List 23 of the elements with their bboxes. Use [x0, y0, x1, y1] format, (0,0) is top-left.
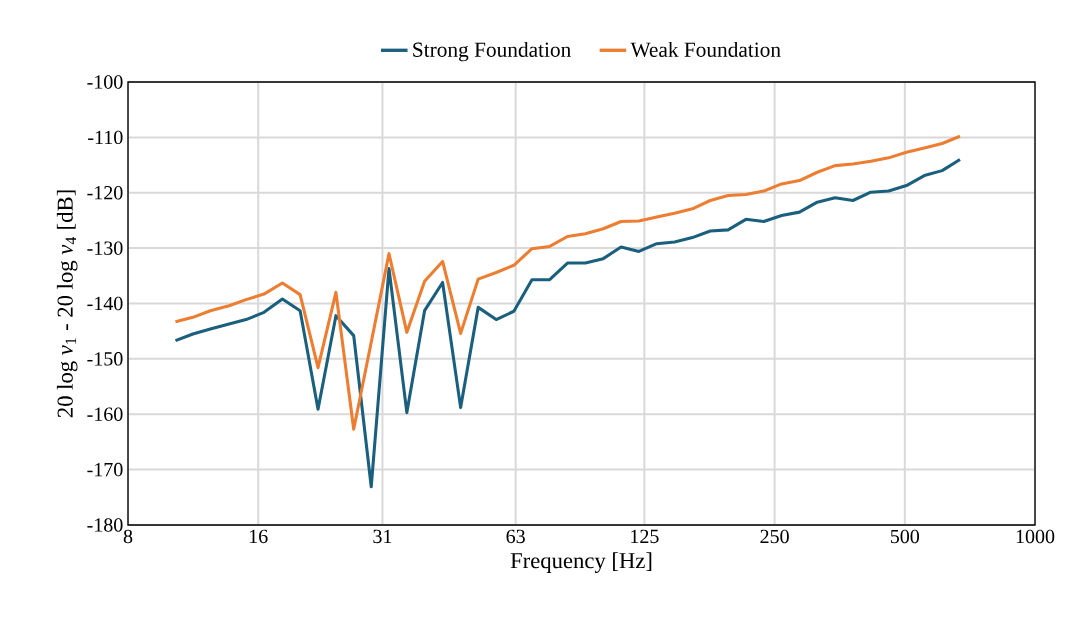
legend-label: Weak Foundation [630, 41, 781, 58]
y-tick-label: -180 [87, 518, 123, 532]
x-tick-label: 8 [123, 529, 133, 544]
x-tick-label: 1000 [1016, 529, 1055, 544]
x-tick-label: 250 [760, 529, 789, 544]
legend-label: Strong Foundation [413, 41, 571, 62]
y-tick-label: -120 [87, 186, 123, 200]
y-tick-label: -160 [87, 407, 123, 421]
line-series [173, 134, 962, 431]
line-series [173, 157, 962, 489]
x-tick-label: 63 [506, 529, 525, 544]
y-tick-label: -170 [87, 462, 123, 477]
y-tick-label: -130 [87, 241, 123, 255]
x-tick-label: 31 [373, 529, 392, 544]
y-tick-label: -140 [87, 296, 123, 311]
y-tick-label: -110 [88, 130, 123, 145]
y-tick-label: -100 [87, 75, 123, 89]
x-tick-label: 16 [249, 529, 268, 544]
y-axis-title: 20 log v$_{1}$ - 20 log v$_{4}$ [dB] [56, 190, 78, 418]
x-axis-title: Frequency [Hz] [510, 552, 652, 573]
y-tick-label: -150 [87, 352, 123, 366]
x-tick-label: 125 [631, 529, 659, 544]
x-tick-label: 500 [890, 529, 920, 544]
